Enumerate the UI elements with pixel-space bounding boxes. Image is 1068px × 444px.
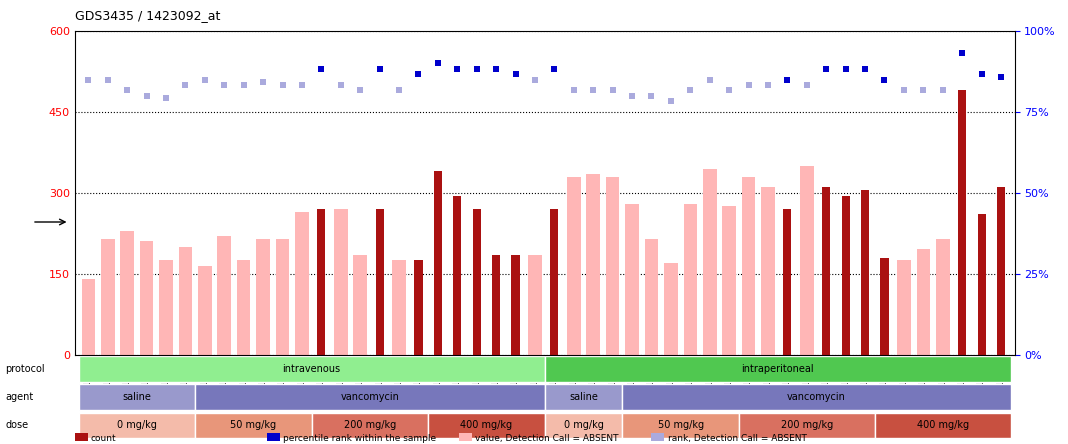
Bar xyxy=(897,260,911,355)
Text: intraperitoneal: intraperitoneal xyxy=(741,364,814,374)
Bar xyxy=(376,209,383,355)
Text: percentile rank within the sample: percentile rank within the sample xyxy=(283,434,436,443)
Text: 50 mg/kg: 50 mg/kg xyxy=(231,420,277,430)
Bar xyxy=(392,260,406,355)
Bar xyxy=(256,239,270,355)
FancyBboxPatch shape xyxy=(79,412,195,438)
Bar xyxy=(121,230,134,355)
Text: count: count xyxy=(91,434,116,443)
Bar xyxy=(512,255,520,355)
Text: rank, Detection Call = ABSENT: rank, Detection Call = ABSENT xyxy=(668,434,806,443)
Bar xyxy=(567,177,581,355)
Bar xyxy=(936,239,949,355)
Bar xyxy=(664,263,678,355)
Bar xyxy=(434,171,442,355)
Bar xyxy=(81,279,95,355)
Text: 400 mg/kg: 400 mg/kg xyxy=(460,420,513,430)
Bar xyxy=(684,204,697,355)
Bar xyxy=(916,250,930,355)
FancyBboxPatch shape xyxy=(428,412,545,438)
Bar xyxy=(237,260,251,355)
Text: 200 mg/kg: 200 mg/kg xyxy=(344,420,396,430)
FancyBboxPatch shape xyxy=(79,356,545,381)
Bar xyxy=(198,266,211,355)
Bar xyxy=(354,255,367,355)
FancyBboxPatch shape xyxy=(195,412,312,438)
Bar xyxy=(140,242,154,355)
Bar xyxy=(977,214,986,355)
Bar xyxy=(453,195,461,355)
Bar xyxy=(317,209,326,355)
Text: 0 mg/kg: 0 mg/kg xyxy=(117,420,157,430)
Bar xyxy=(178,247,192,355)
FancyBboxPatch shape xyxy=(875,412,1010,438)
Bar xyxy=(703,169,717,355)
Bar xyxy=(722,206,736,355)
Bar xyxy=(492,255,500,355)
Bar xyxy=(414,260,423,355)
Bar xyxy=(783,209,791,355)
Text: intravenous: intravenous xyxy=(283,364,341,374)
Bar xyxy=(800,166,814,355)
FancyBboxPatch shape xyxy=(545,356,1010,381)
Bar xyxy=(276,239,289,355)
Text: dose: dose xyxy=(5,420,29,430)
Bar xyxy=(101,239,114,355)
Bar xyxy=(761,187,774,355)
FancyBboxPatch shape xyxy=(623,385,1010,410)
FancyBboxPatch shape xyxy=(195,385,545,410)
Bar xyxy=(550,209,559,355)
FancyBboxPatch shape xyxy=(623,412,739,438)
Text: saline: saline xyxy=(123,392,152,402)
Bar xyxy=(742,177,755,355)
Bar xyxy=(473,209,481,355)
FancyBboxPatch shape xyxy=(545,385,623,410)
Text: 0 mg/kg: 0 mg/kg xyxy=(564,420,603,430)
Bar xyxy=(880,258,889,355)
Bar xyxy=(586,174,600,355)
Text: protocol: protocol xyxy=(5,364,45,374)
Bar xyxy=(645,239,658,355)
Text: 50 mg/kg: 50 mg/kg xyxy=(658,420,704,430)
FancyBboxPatch shape xyxy=(79,385,195,410)
Text: vancomycin: vancomycin xyxy=(787,392,846,402)
Text: saline: saline xyxy=(569,392,598,402)
FancyBboxPatch shape xyxy=(545,412,623,438)
FancyBboxPatch shape xyxy=(312,412,428,438)
FancyBboxPatch shape xyxy=(739,412,875,438)
Text: value, Detection Call = ABSENT: value, Detection Call = ABSENT xyxy=(475,434,618,443)
Bar xyxy=(159,260,173,355)
Bar xyxy=(218,236,231,355)
Text: GDS3435 / 1423092_at: GDS3435 / 1423092_at xyxy=(75,9,220,22)
Bar xyxy=(625,204,639,355)
Bar xyxy=(334,209,347,355)
Bar xyxy=(822,187,830,355)
Bar xyxy=(295,212,309,355)
Text: vancomycin: vancomycin xyxy=(341,392,399,402)
Text: agent: agent xyxy=(5,392,33,402)
Bar xyxy=(996,187,1005,355)
Text: 400 mg/kg: 400 mg/kg xyxy=(916,420,969,430)
Bar xyxy=(861,190,869,355)
Bar xyxy=(529,255,541,355)
Bar xyxy=(606,177,619,355)
Bar xyxy=(958,91,967,355)
Text: 200 mg/kg: 200 mg/kg xyxy=(781,420,833,430)
Bar xyxy=(842,195,850,355)
